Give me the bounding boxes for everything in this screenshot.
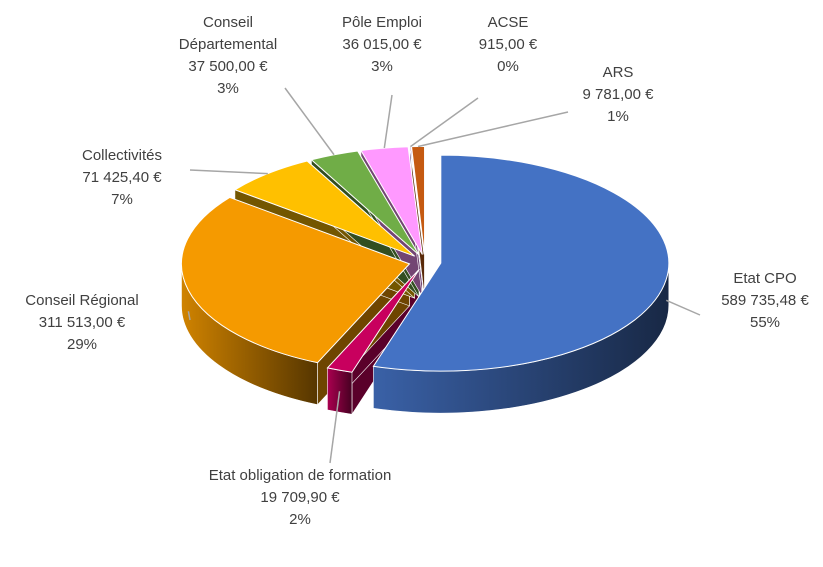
data-label: Conseil Départemental 37 500,00 € 3%: [153, 12, 303, 100]
data-label: Conseil Régional 311 513,00 € 29%: [2, 290, 162, 356]
value-label: 9 781,00 €: [582, 86, 654, 103]
category-label: Pôle Emploi: [341, 14, 423, 31]
leader-line: [665, 299, 701, 316]
data-label: ARS 9 781,00 € 1%: [568, 62, 668, 128]
leader-line: [329, 391, 341, 464]
percent-label: 0%: [497, 58, 519, 75]
leader-line: [417, 111, 569, 148]
value-label: 589 735,48 €: [721, 292, 809, 309]
data-label: Etat CPO 589 735,48 € 55%: [700, 268, 823, 334]
leader-line: [284, 87, 335, 156]
data-label: ACSE 915,00 € 0%: [463, 12, 553, 78]
percent-label: 29%: [66, 336, 98, 353]
percent-label: 3%: [217, 80, 239, 97]
category-label: Conseil Régional: [25, 292, 139, 309]
data-label: Pôle Emploi 36 015,00 € 3%: [317, 12, 447, 78]
value-label: 36 015,00 €: [342, 36, 422, 53]
slice-tops: [180, 145, 670, 373]
leader-line: [383, 94, 393, 149]
leader-line: [409, 97, 479, 148]
slice: [180, 196, 411, 364]
value-label: 311 513,00 €: [38, 314, 126, 331]
slice: [360, 146, 423, 255]
percent-label: 1%: [607, 108, 629, 125]
value-label: 19 709,90 €: [260, 489, 340, 506]
category-label: Collectivités: [81, 147, 163, 164]
category-label: Conseil Départemental: [178, 14, 278, 53]
category-label: ARS: [602, 64, 634, 81]
value-label: 71 425,40 €: [82, 169, 162, 186]
category-label: ACSE: [487, 14, 529, 31]
category-label: Etat CPO: [733, 270, 797, 287]
slice: [233, 160, 416, 257]
slice-side: [327, 367, 353, 415]
value-label: 37 500,00 €: [188, 58, 268, 75]
leader-line: [187, 311, 191, 321]
data-label: Collectivités 71 425,40 € 7%: [47, 145, 197, 211]
leader-line: [189, 169, 268, 175]
percent-label: 55%: [749, 314, 781, 331]
percent-label: 3%: [371, 58, 393, 75]
data-label: Etat obligation de formation 19 709,90 € 2…: [205, 465, 395, 531]
slice: [372, 154, 670, 372]
slice: [326, 268, 420, 373]
percent-label: 7%: [111, 191, 133, 208]
category-label: Etat obligation de formation: [208, 467, 392, 484]
value-label: 915,00 €: [478, 36, 538, 53]
leader-lines: [187, 87, 701, 464]
percent-label: 2%: [289, 511, 311, 528]
